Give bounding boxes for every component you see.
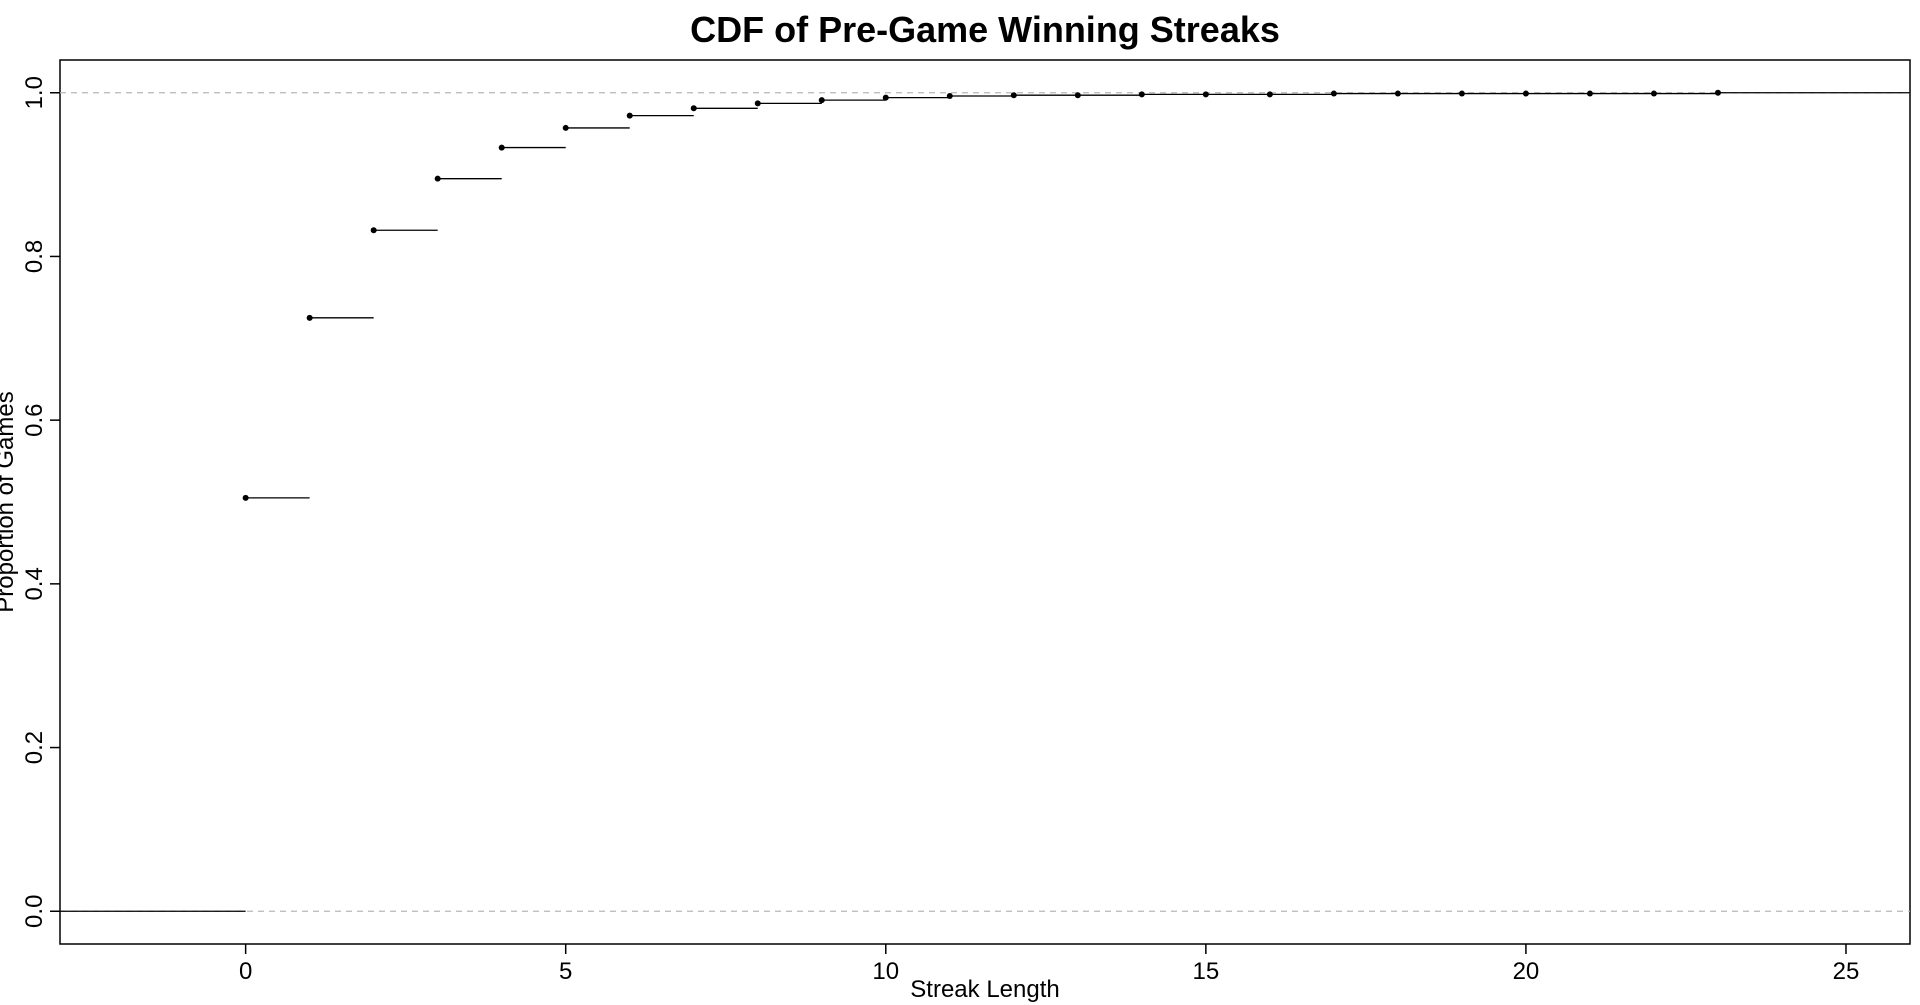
cdf-point — [434, 175, 441, 182]
y-axis: 0.0 0.2 0.4 0.6 0.8 1.0 — [21, 76, 60, 928]
cdf-point — [1330, 90, 1337, 97]
y-tick-label: 0.6 — [21, 403, 48, 436]
cdf-point — [1394, 90, 1401, 97]
cdf-series — [60, 89, 1910, 912]
y-tick-label: 0.0 — [21, 895, 48, 928]
cdf-point — [626, 112, 633, 119]
cdf-point — [1458, 90, 1465, 97]
cdf-point — [690, 105, 697, 112]
cdf-point — [370, 227, 377, 234]
x-tick-label: 20 — [1513, 958, 1540, 985]
cdf-point — [1138, 91, 1145, 98]
cdf-point — [1010, 92, 1017, 99]
y-tick-label: 1.0 — [21, 76, 48, 109]
cdf-point — [1586, 90, 1593, 97]
cdf-point — [1522, 90, 1529, 97]
cdf-point — [1714, 89, 1721, 96]
cdf-point — [1266, 91, 1273, 98]
y-axis-label: Proportion of Games — [0, 391, 19, 612]
cdf-point — [946, 93, 953, 100]
y-tick-label: 0.2 — [21, 731, 48, 764]
x-tick-label: 5 — [559, 958, 572, 985]
x-axis-label: Streak Length — [910, 976, 1059, 1003]
x-tick-label: 25 — [1833, 958, 1860, 985]
x-tick-label: 10 — [872, 958, 899, 985]
cdf-point — [1202, 91, 1209, 98]
y-tick-label: 0.8 — [21, 240, 48, 273]
cdf-point — [1074, 92, 1081, 99]
cdf-point — [754, 100, 761, 107]
x-tick-label: 15 — [1192, 958, 1219, 985]
x-axis: 0 5 10 15 20 25 — [239, 944, 1859, 985]
cdf-point — [306, 314, 313, 321]
cdf-point — [242, 494, 249, 501]
cdf-point — [882, 94, 889, 101]
cdf-point — [1650, 90, 1657, 97]
y-tick-label: 0.4 — [21, 567, 48, 600]
cdf-point — [818, 97, 825, 104]
reference-lines — [60, 92, 1910, 912]
chart-title: CDF of Pre-Game Winning Streaks — [690, 9, 1280, 50]
cdf-point — [562, 124, 569, 131]
x-tick-label: 0 — [239, 958, 252, 985]
plot-border — [59, 59, 1911, 945]
cdf-point — [498, 144, 505, 151]
